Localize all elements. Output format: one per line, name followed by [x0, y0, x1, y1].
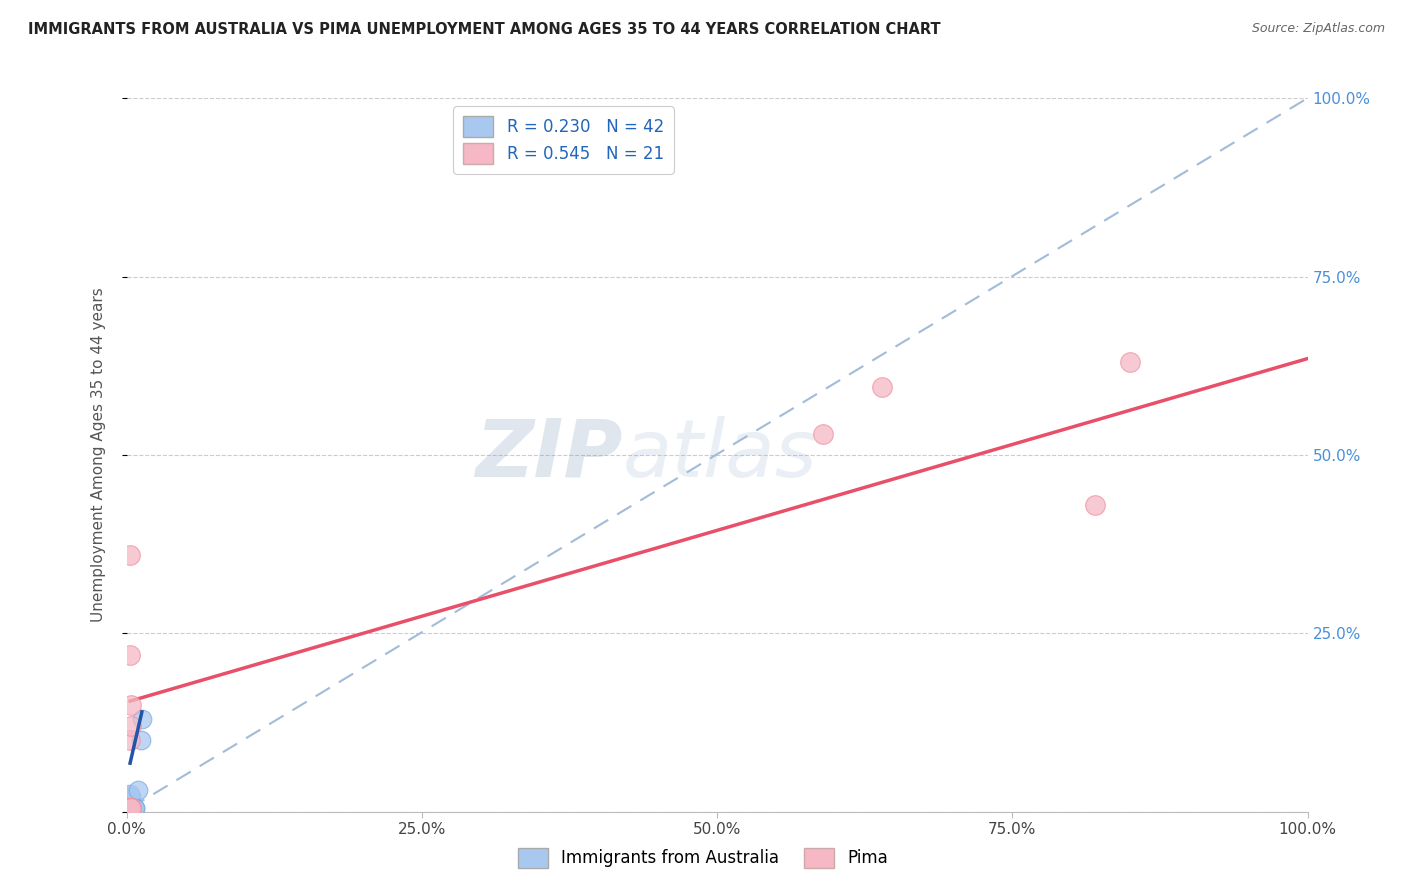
Text: Source: ZipAtlas.com: Source: ZipAtlas.com: [1251, 22, 1385, 36]
Point: [120, 787, 142, 801]
Point: [120, 801, 142, 815]
Point: [120, 548, 142, 562]
Point: [120, 789, 142, 803]
Legend: Immigrants from Australia, Pima: Immigrants from Australia, Pima: [512, 841, 894, 875]
Point: [118, 801, 141, 815]
Point: [120, 801, 142, 815]
Point: [120, 801, 142, 815]
Point: [120, 698, 142, 712]
Point: [122, 801, 145, 815]
Text: ZIP: ZIP: [475, 416, 623, 494]
Point: [118, 801, 141, 815]
Point: [120, 801, 142, 815]
Y-axis label: Unemployment Among Ages 35 to 44 years: Unemployment Among Ages 35 to 44 years: [91, 287, 105, 623]
Point: [120, 797, 142, 812]
Point: [120, 648, 142, 662]
Point: [118, 801, 141, 815]
Point: [120, 801, 142, 815]
Point: [120, 801, 142, 815]
Point: [120, 801, 142, 815]
Point: [120, 801, 142, 815]
Point: [120, 719, 142, 733]
Point: [120, 801, 142, 815]
Point: [120, 733, 142, 747]
Point: [124, 801, 146, 815]
Point: [131, 712, 153, 726]
Point: [120, 801, 142, 815]
Point: [120, 801, 142, 815]
Point: [120, 801, 142, 815]
Point: [120, 790, 142, 805]
Point: [120, 801, 142, 815]
Point: [118, 799, 141, 814]
Point: [129, 733, 152, 747]
Point: [124, 801, 146, 815]
Point: [1119, 355, 1142, 369]
Point: [120, 801, 142, 815]
Point: [872, 380, 894, 394]
Point: [118, 801, 141, 815]
Point: [121, 801, 143, 815]
Point: [120, 794, 142, 808]
Point: [120, 801, 142, 815]
Point: [120, 801, 142, 815]
Point: [120, 801, 142, 815]
Point: [120, 801, 142, 815]
Point: [120, 801, 142, 815]
Point: [120, 801, 142, 815]
Legend: R = 0.230   N = 42, R = 0.545   N = 21: R = 0.230 N = 42, R = 0.545 N = 21: [453, 106, 673, 174]
Point: [120, 801, 142, 815]
Point: [120, 796, 142, 810]
Point: [120, 801, 142, 815]
Point: [120, 792, 142, 806]
Point: [120, 801, 142, 815]
Point: [122, 801, 145, 815]
Point: [120, 801, 142, 815]
Point: [120, 799, 142, 814]
Point: [120, 801, 142, 815]
Text: atlas: atlas: [623, 416, 817, 494]
Point: [120, 801, 142, 815]
Text: IMMIGRANTS FROM AUSTRALIA VS PIMA UNEMPLOYMENT AMONG AGES 35 TO 44 YEARS CORRELA: IMMIGRANTS FROM AUSTRALIA VS PIMA UNEMPL…: [28, 22, 941, 37]
Point: [120, 801, 142, 815]
Point: [127, 783, 149, 797]
Point: [120, 801, 142, 815]
Point: [1084, 498, 1107, 512]
Point: [120, 801, 142, 815]
Point: [813, 426, 835, 441]
Point: [120, 801, 142, 815]
Point: [120, 801, 142, 815]
Point: [121, 801, 143, 815]
Point: [120, 801, 142, 815]
